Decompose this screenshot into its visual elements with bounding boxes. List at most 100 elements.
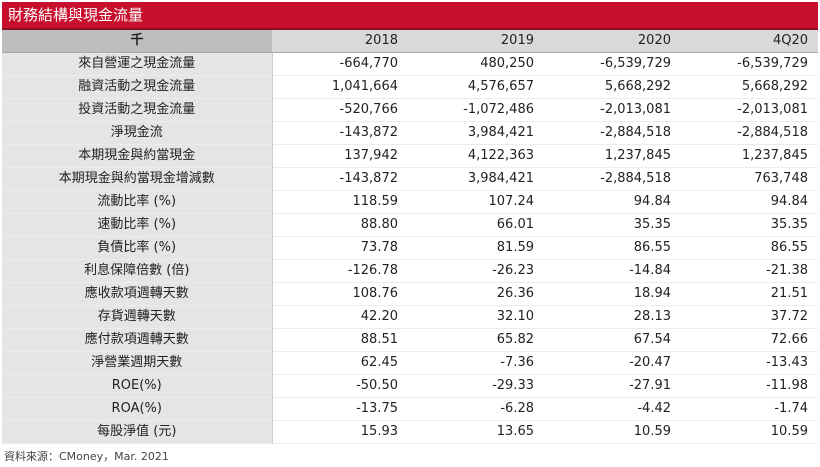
table-row: 負債比率 (%) 73.78 81.59 86.55 86.55 — [2, 236, 818, 260]
row-label: 流動比率 (%) — [2, 190, 273, 214]
row-label: 應付款項週轉天數 — [2, 328, 273, 352]
table-cell: 21.51 — [770, 286, 808, 301]
column-header-4q20: 4Q20 — [681, 30, 818, 53]
table-cell: 94.84 — [633, 194, 671, 209]
table-cell: -29.33 — [492, 378, 534, 393]
row-label: 利息保障倍數 (倍) — [2, 259, 273, 283]
table-cell: 108.76 — [352, 286, 399, 301]
table-row: 融資活動之現金流量 1,041,664 4,576,657 5,668,292 5,66… — [2, 75, 818, 99]
table-cell: -21.38 — [766, 263, 808, 278]
table-cell: -2,884,518 — [737, 125, 808, 140]
table-cell: -2,884,518 — [600, 125, 671, 140]
table-cell: 5,668,292 — [604, 79, 671, 94]
table-cell: -520,766 — [339, 102, 398, 117]
table-cell: 66.01 — [496, 217, 534, 232]
row-label: 本期現金與約當現金增減數 — [2, 167, 273, 191]
row-label: 應收款項週轉天數 — [2, 282, 273, 306]
table-cell: -6.28 — [500, 401, 534, 416]
table-cell: 4,122,363 — [467, 148, 534, 163]
table-cell: -11.98 — [766, 378, 808, 393]
header-row: 千 2018 2019 2020 4Q20 — [2, 30, 818, 53]
table-cell: 137,942 — [344, 148, 398, 163]
row-label: 負債比率 (%) — [2, 236, 273, 260]
table-cell: -6,539,729 — [737, 56, 808, 71]
table-row: 每股淨值 (元) 15.93 13.65 10.59 10.59 — [2, 420, 818, 444]
table-cell: -1.74 — [774, 401, 808, 416]
table-row: 淨營業週期天數 62.45 -7.36 -20.47 -13.43 — [2, 351, 818, 375]
table-cell: 73.78 — [360, 240, 398, 255]
table-cell: 13.65 — [496, 424, 534, 439]
table-cell: -13.43 — [766, 355, 808, 370]
table-cell: 88.80 — [360, 217, 398, 232]
table-cell: -26.23 — [492, 263, 534, 278]
row-label: 投資活動之現金流量 — [2, 98, 273, 122]
table-row: ROE(%) -50.50 -29.33 -27.91 -11.98 — [2, 374, 818, 398]
table-cell: 86.55 — [770, 240, 808, 255]
table-cell: -143,872 — [339, 125, 398, 140]
table-row: 利息保障倍數 (倍) -126.78 -26.23 -14.84 -21.38 — [2, 259, 818, 283]
table-cell: 4,576,657 — [467, 79, 534, 94]
table-cell: 107.24 — [488, 194, 535, 209]
row-label: 淨現金流 — [2, 121, 273, 145]
table-cell: -50.50 — [356, 378, 398, 393]
table-cell: 1,237,845 — [604, 148, 671, 163]
table-row: ROA(%) -13.75 -6.28 -4.42 -1.74 — [2, 397, 818, 421]
table-cell: 65.82 — [496, 332, 534, 347]
table-cell: -14.84 — [629, 263, 671, 278]
table-cell: 118.59 — [352, 194, 399, 209]
table-cell: 18.94 — [633, 286, 671, 301]
table-cell: 10.59 — [633, 424, 671, 439]
table-cell: -7.36 — [500, 355, 534, 370]
column-header-2019: 2019 — [408, 30, 544, 53]
table-cell: -6,539,729 — [600, 56, 671, 71]
table-cell: 1,041,664 — [331, 79, 398, 94]
table-cell: 42.20 — [360, 309, 398, 324]
row-label: 每股淨值 (元) — [2, 420, 273, 444]
table-row: 來自營運之現金流量 -664,770 480,250 -6,539,729 -6,539… — [2, 52, 818, 76]
table-row: 速動比率 (%) 88.80 66.01 35.35 35.35 — [2, 213, 818, 237]
table-row: 本期現金與約當現金增減數 -143,872 3,984,421 -2,884,518 7… — [2, 167, 818, 191]
table-cell: 94.84 — [770, 194, 808, 209]
table-cell: 62.45 — [360, 355, 398, 370]
table-row: 投資活動之現金流量 -520,766 -1,072,486 -2,013,081 -2,… — [2, 98, 818, 122]
table-cell: 26.36 — [496, 286, 534, 301]
table-row: 流動比率 (%) 118.59 107.24 94.84 94.84 — [2, 190, 818, 214]
row-label: 來自營運之現金流量 — [2, 52, 273, 76]
table-cell: -27.91 — [629, 378, 671, 393]
table-cell: 3,984,421 — [467, 125, 534, 140]
table-row: 應付款項週轉天數 88.51 65.82 67.54 72.66 — [2, 328, 818, 352]
table-cell: -2,013,081 — [737, 102, 808, 117]
table-cell: 88.51 — [360, 332, 398, 347]
table-cell: 37.72 — [770, 309, 808, 324]
row-label: 本期現金與約當現金 — [2, 144, 273, 168]
table-title-bar: 財務結構與現金流量 — [2, 2, 818, 30]
table-cell: -664,770 — [339, 56, 398, 71]
table-cell: -13.75 — [356, 401, 398, 416]
table-title: 財務結構與現金流量 — [8, 6, 144, 24]
table-row: 應收款項週轉天數 108.76 26.36 18.94 21.51 — [2, 282, 818, 306]
column-header-2018: 2018 — [272, 30, 408, 53]
table-cell: 28.13 — [633, 309, 671, 324]
table-cell: -2,013,081 — [600, 102, 671, 117]
table-cell: -20.47 — [629, 355, 671, 370]
row-label: 速動比率 (%) — [2, 213, 273, 237]
source-note: 資料來源：CMoney，Mar. 2021 — [4, 450, 169, 463]
table-row: 淨現金流 -143,872 3,984,421 -2,884,518 -2,884,51… — [2, 121, 818, 145]
row-label: ROE(%) — [2, 374, 273, 398]
table-cell: 81.59 — [496, 240, 534, 255]
table-cell: 32.10 — [496, 309, 534, 324]
table-cell: -126.78 — [347, 263, 398, 278]
row-label: 融資活動之現金流量 — [2, 75, 273, 99]
table-cell: 35.35 — [770, 217, 808, 232]
table-cell: 1,237,845 — [741, 148, 808, 163]
unit-header: 千 — [2, 30, 272, 53]
table-cell: -2,884,518 — [600, 171, 671, 186]
table-cell: 5,668,292 — [741, 79, 808, 94]
financial-table: 千 2018 2019 2020 4Q20 來自營運之現金流量 -664,770 4… — [2, 30, 818, 444]
table-cell: 67.54 — [633, 332, 671, 347]
column-header-2020: 2020 — [544, 30, 681, 53]
table-cell: 480,250 — [480, 56, 534, 71]
table-body: 來自營運之現金流量 -664,770 480,250 -6,539,729 -6,539… — [2, 52, 818, 444]
table-cell: 3,984,421 — [467, 171, 534, 186]
table-cell: 10.59 — [770, 424, 808, 439]
